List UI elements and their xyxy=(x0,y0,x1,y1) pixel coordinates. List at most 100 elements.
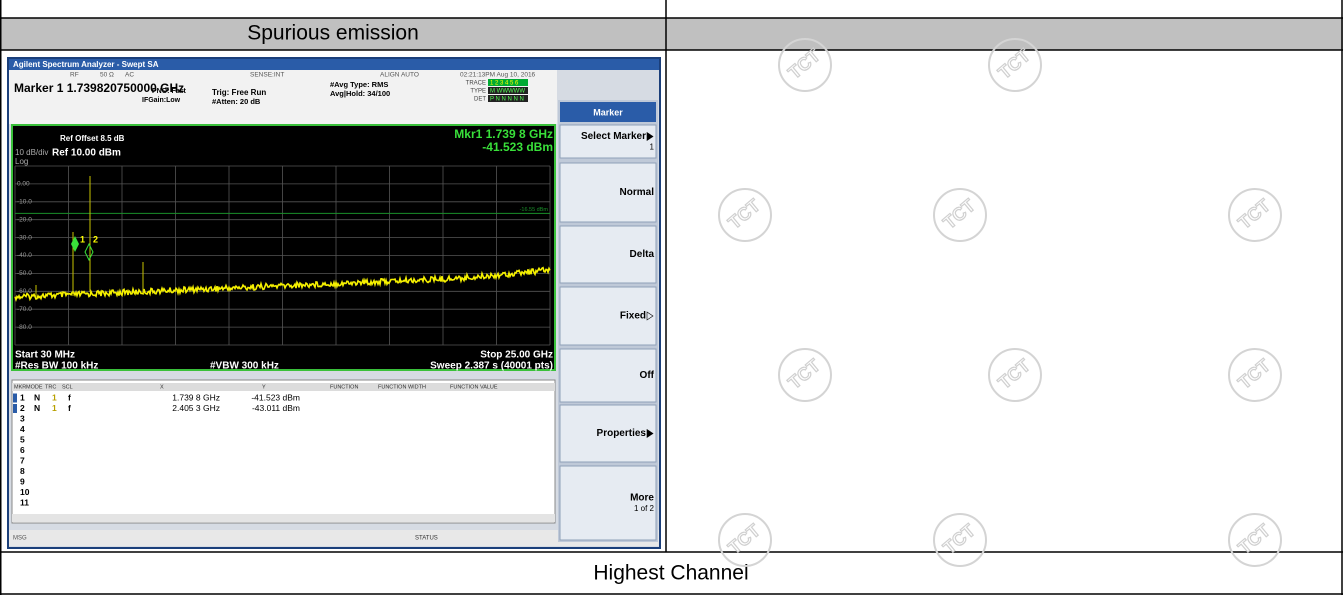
avg-hold: Avg|Hold: 34/100 xyxy=(330,89,390,98)
watermark: TCT xyxy=(994,355,1034,393)
table-cell: 9 xyxy=(20,476,25,486)
table-header-cell: TRC xyxy=(45,384,56,390)
y-label: -70.0 xyxy=(17,306,32,313)
table-cell: -43.011 dBm xyxy=(252,403,300,413)
sweep: Sweep 2.387 s (40001 pts) xyxy=(430,361,553,372)
caption: Highest Channel xyxy=(593,562,748,585)
stop: Stop 25.00 GHz xyxy=(480,350,553,361)
y-label: -50.0 xyxy=(17,270,32,277)
y-label: -10.0 xyxy=(17,199,32,206)
trace-label: DET xyxy=(474,97,486,103)
table-cell: 3 xyxy=(20,413,25,423)
ref-offset: Ref Offset 8.5 dB xyxy=(60,134,125,143)
table-cell: 1 xyxy=(52,403,57,413)
marker-label: 1 xyxy=(80,234,85,244)
y-label: -20.0 xyxy=(17,216,32,223)
watermark: TCT xyxy=(1234,195,1274,233)
trig: Trig: Free Run xyxy=(212,88,266,97)
softkey-label: Delta xyxy=(630,249,655,260)
table-cell: 11 xyxy=(20,497,29,507)
table-cell: f xyxy=(68,403,71,413)
table-header-cell: MKR xyxy=(14,384,26,390)
watermark: TCT xyxy=(939,195,979,233)
top-bar-item: 50 Ω xyxy=(100,72,114,79)
softkey-label: Select Marker xyxy=(581,131,646,142)
row-highlight xyxy=(13,404,17,413)
table-header-cell: X xyxy=(160,384,164,390)
table-cell: N xyxy=(34,403,40,413)
table-header-cell: FUNCTION VALUE xyxy=(450,384,498,390)
table-header-cell: MODE xyxy=(26,384,43,390)
display xyxy=(12,125,555,370)
avg-type: #Avg Type: RMS xyxy=(330,80,388,89)
trace-value: P N N N N N xyxy=(490,97,524,103)
status-msg: MSG xyxy=(13,536,27,542)
page: Spurious emission Highest Channel Agilen… xyxy=(0,0,1343,595)
top-bar-item: ALIGN AUTO xyxy=(380,72,419,79)
softkey-label: Off xyxy=(640,370,655,381)
trace-value: M WWWWW xyxy=(490,89,525,95)
table-cell: 1.739 8 GHz xyxy=(172,392,220,402)
row-highlight xyxy=(13,394,17,403)
table-cell: -41.523 dBm xyxy=(251,392,300,402)
softkey-label: Fixed xyxy=(620,311,646,322)
watermark: TCT xyxy=(784,355,824,393)
softkey-label: More xyxy=(630,493,654,504)
atten: #Atten: 20 dB xyxy=(212,97,261,106)
table-header-cell: Y xyxy=(262,384,266,390)
table-cell: 10 xyxy=(20,487,30,497)
marker-label: 2 xyxy=(93,234,98,244)
pno: PNO: Fast xyxy=(152,88,187,95)
table-cell: 6 xyxy=(20,445,25,455)
ifgain: IFGain:Low xyxy=(142,97,181,104)
table-cell: 8 xyxy=(20,466,25,476)
scrollbar xyxy=(12,514,555,522)
y-label: 0.00 xyxy=(17,181,30,188)
table-header-cell: SCL xyxy=(62,384,73,390)
scale: 10 dB/div xyxy=(15,148,48,157)
mkr-amp: -41.523 dBm xyxy=(482,140,553,154)
top-bar-item: AC xyxy=(125,72,134,79)
top-bar-item: SENSE:INT xyxy=(250,72,284,79)
table-header-cell: FUNCTION WIDTH xyxy=(378,384,426,390)
softkey-sub: 1 xyxy=(650,143,655,152)
table-cell: 2.405 3 GHz xyxy=(172,403,220,413)
table-cell: N xyxy=(34,392,40,402)
header-row xyxy=(0,18,1343,50)
trace-label: TYPE xyxy=(470,89,486,95)
table-cell: 1 xyxy=(20,392,25,402)
y-label: -30.0 xyxy=(17,234,32,241)
trace-value: 1 2 3 4 5 6 xyxy=(490,81,519,87)
rbw: #Res BW 100 kHz xyxy=(15,361,98,372)
section-title: Spurious emission xyxy=(247,22,419,45)
mkr-freq: Mkr1 1.739 8 GHz xyxy=(454,127,553,141)
softkey-sub: 1 of 2 xyxy=(634,504,655,513)
table-cell: 2 xyxy=(20,403,25,413)
table-cell: 4 xyxy=(20,424,25,434)
document: Spurious emission Highest Channel Agilen… xyxy=(0,0,1343,595)
window-title: Agilent Spectrum Analyzer - Swept SA xyxy=(13,60,159,69)
threshold-label: -16.55 dBm xyxy=(520,207,549,213)
top-bar-item: 02:21:13PM Aug 10, 2016 xyxy=(460,72,536,79)
scale-type: Log xyxy=(15,157,28,166)
watermark: TCT xyxy=(724,195,764,233)
y-label: -40.0 xyxy=(17,252,32,259)
softkey-label: Properties xyxy=(597,428,647,439)
table-cell: 1 xyxy=(52,392,57,402)
start: Start 30 MHz xyxy=(15,350,75,361)
ref-level: Ref 10.00 dBm xyxy=(52,148,121,159)
vbw: #VBW 300 kHz xyxy=(210,361,279,372)
trace-label: TRACE xyxy=(466,81,486,87)
table-header-cell: FUNCTION xyxy=(330,384,358,390)
y-label: -80.0 xyxy=(17,324,32,331)
watermark: TCT xyxy=(784,45,824,83)
softkey-title: Marker xyxy=(593,107,623,117)
status: STATUS xyxy=(415,536,438,542)
table-cell: f xyxy=(68,392,71,402)
table-cell: 5 xyxy=(20,434,25,444)
softkey-label: Normal xyxy=(620,187,655,198)
table-cell: 7 xyxy=(20,455,25,465)
watermark: TCT xyxy=(994,45,1034,83)
watermark: TCT xyxy=(1234,355,1274,393)
top-bar-item: RF xyxy=(70,72,79,79)
